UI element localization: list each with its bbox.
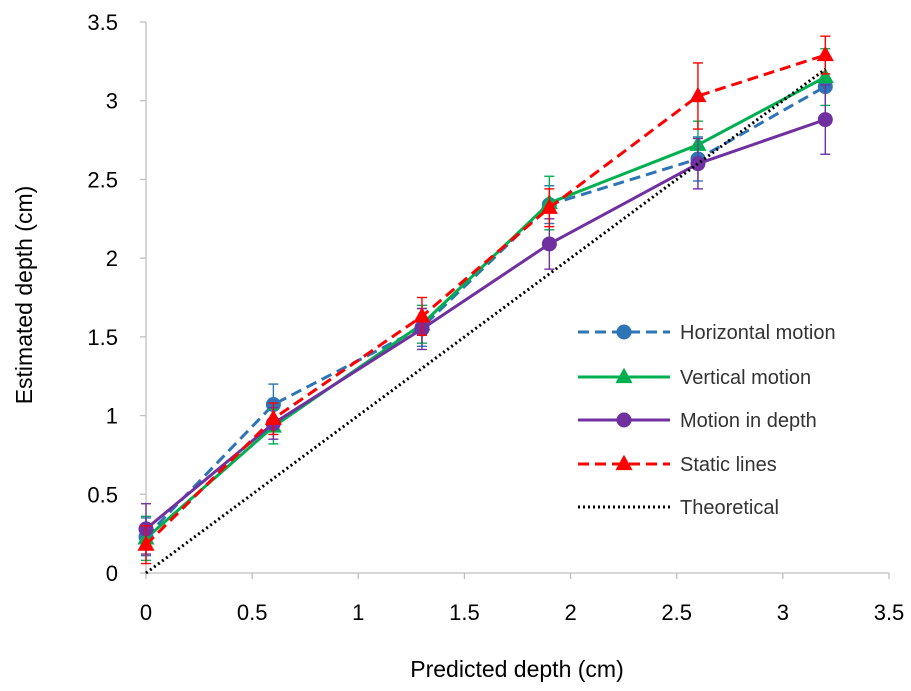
data-point bbox=[816, 67, 834, 84]
series-line bbox=[144, 53, 826, 546]
series-line bbox=[145, 118, 826, 531]
y-tick-label: 2 bbox=[106, 246, 118, 271]
x-axis-title: Predicted depth (cm) bbox=[410, 656, 623, 682]
series-line bbox=[144, 85, 827, 538]
x-tick-label: 2.5 bbox=[661, 600, 692, 625]
legend: Horizontal motion Vertical motion Motion i… bbox=[578, 322, 836, 519]
x-tick-label: 3 bbox=[777, 600, 789, 625]
legend-label: Horizontal motion bbox=[680, 322, 836, 344]
legend-item: Static lines bbox=[578, 454, 777, 476]
y-axis-title: Estimated depth (cm) bbox=[11, 186, 37, 405]
legend-marker bbox=[616, 324, 632, 340]
series-theoretical bbox=[145, 68, 827, 575]
x-tick-label: 3.5 bbox=[874, 600, 905, 625]
series-line bbox=[145, 68, 827, 575]
y-tick-label: 3 bbox=[106, 89, 118, 114]
axes bbox=[140, 21, 890, 579]
y-tick-label: 1.5 bbox=[87, 325, 118, 350]
data-point bbox=[690, 156, 706, 172]
legend-label: Theoretical bbox=[680, 497, 779, 519]
legend-marker bbox=[615, 454, 633, 471]
data-point bbox=[264, 409, 282, 425]
legend-marker bbox=[616, 412, 632, 428]
series-vertical-motion bbox=[137, 48, 834, 562]
x-tick-label: 1 bbox=[352, 600, 364, 625]
legend-label: Vertical motion bbox=[680, 367, 811, 389]
y-tick-label: 0 bbox=[106, 561, 118, 586]
series-static-lines bbox=[137, 35, 834, 565]
legend-label: Motion in depth bbox=[680, 410, 817, 432]
legend-item: Horizontal motion bbox=[578, 322, 836, 344]
data-point bbox=[540, 198, 558, 214]
legend-item: Motion in depth bbox=[578, 410, 817, 432]
data-point bbox=[817, 112, 833, 128]
x-tick-label: 2 bbox=[564, 600, 576, 625]
legend-label: Static lines bbox=[680, 454, 777, 476]
y-tick-label: 2.5 bbox=[87, 167, 118, 192]
tick-labels: 0 0.5 1 1.5 2 2.5 3 3.5 0 0.5 1 1.5 2 2.5 3 3.5 bbox=[87, 10, 904, 625]
x-tick-label: 0.5 bbox=[237, 600, 268, 625]
y-tick-label: 1 bbox=[106, 404, 118, 429]
series-horizontal-motion bbox=[138, 55, 833, 557]
data-point bbox=[541, 236, 557, 252]
data-point bbox=[816, 45, 834, 62]
series-motion-in-depth bbox=[138, 84, 833, 555]
y-tick-label: 0.5 bbox=[87, 482, 118, 507]
x-tick-label: 0 bbox=[140, 600, 152, 625]
legend-marker bbox=[615, 367, 633, 384]
data-point bbox=[689, 86, 707, 103]
legend-item: Theoretical bbox=[578, 497, 779, 519]
data-point bbox=[137, 535, 155, 551]
y-tick-label: 3.5 bbox=[87, 10, 118, 35]
x-tick-label: 1.5 bbox=[449, 600, 480, 625]
legend-item: Vertical motion bbox=[578, 367, 811, 389]
series-layer bbox=[137, 35, 834, 575]
data-point bbox=[413, 307, 431, 323]
